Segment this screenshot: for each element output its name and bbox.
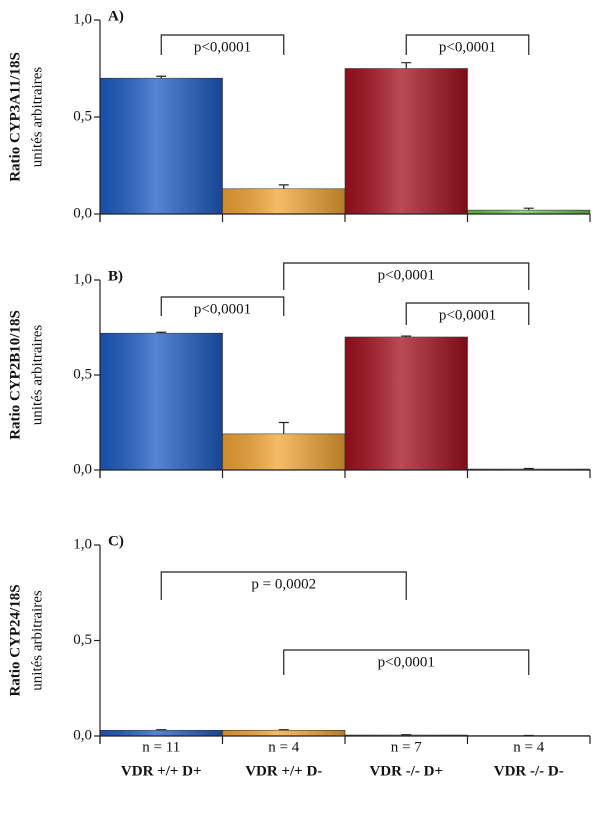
n-label: n = 11 xyxy=(142,739,180,755)
bar-shine xyxy=(222,188,345,214)
bar-shine xyxy=(222,730,345,736)
error-bar xyxy=(523,467,534,470)
y-tick-label: 1,0 xyxy=(73,271,92,287)
y-axis-label: Ratio CYP24/18S xyxy=(7,584,23,696)
y-tick-label: 0,5 xyxy=(73,108,92,124)
y-axis-label: Ratio CYP2B10/18S xyxy=(7,310,23,440)
y-axis-label: Ratio CYP3A11/18S xyxy=(7,52,23,182)
x-tick-label: VDR +/+ D+ xyxy=(121,763,202,779)
error-bar xyxy=(156,729,167,731)
y-axis-sublabel: unités arbitraires xyxy=(29,67,45,168)
error-bar xyxy=(278,184,289,189)
y-tick-label: 1,0 xyxy=(73,536,92,552)
y-tick-label: 0,0 xyxy=(73,461,92,477)
significance-bracket xyxy=(160,34,285,55)
panel-label: B) xyxy=(108,268,123,284)
significance-bracket xyxy=(405,302,530,325)
y-tick-label: 0,5 xyxy=(73,632,92,648)
y-axis-sublabel: unités arbitraires xyxy=(29,590,45,691)
x-tick-label: VDR +/+ D- xyxy=(245,763,322,779)
significance-label: p<0,0001 xyxy=(378,654,435,670)
significance-label: p<0,0001 xyxy=(194,39,251,55)
bar-shine xyxy=(345,68,468,214)
significance-bracket xyxy=(283,649,530,675)
significance-bracket xyxy=(160,296,285,316)
error-bar xyxy=(401,62,412,69)
y-tick-label: 1,0 xyxy=(73,11,92,27)
y-tick-label: 0,0 xyxy=(73,727,92,743)
bar-shine xyxy=(100,730,223,736)
error-bar xyxy=(278,729,289,731)
error-bar xyxy=(523,207,534,211)
n-label: n = 4 xyxy=(513,739,544,755)
error-bar xyxy=(278,421,289,434)
n-label: n = 7 xyxy=(391,739,422,755)
significance-label: p = 0,0002 xyxy=(251,576,316,592)
bar-shine xyxy=(345,337,468,470)
error-bar xyxy=(156,331,167,334)
significance-label: p<0,0001 xyxy=(378,267,435,283)
x-tick-label: VDR -/- D+ xyxy=(369,763,443,779)
error-bar xyxy=(401,335,412,337)
significance-bracket xyxy=(283,262,530,290)
bar-shine xyxy=(100,78,223,214)
y-tick-label: 0,5 xyxy=(73,366,92,382)
error-bar xyxy=(156,75,167,79)
y-tick-label: 0,0 xyxy=(73,205,92,221)
bar-shine xyxy=(467,210,590,214)
x-tick-label: VDR -/- D- xyxy=(494,763,564,779)
panel-label: A) xyxy=(108,8,124,24)
significance-bracket xyxy=(405,34,530,55)
y-axis-sublabel: unités arbitraires xyxy=(29,325,45,426)
bar-shine xyxy=(222,433,345,470)
panel-label: C) xyxy=(108,533,124,549)
significance-label: p<0,0001 xyxy=(194,301,251,317)
significance-label: p<0,0001 xyxy=(439,307,496,323)
significance-label: p<0,0001 xyxy=(439,39,496,55)
bar-shine xyxy=(100,333,223,470)
significance-bracket xyxy=(160,571,407,600)
n-label: n = 4 xyxy=(268,739,299,755)
